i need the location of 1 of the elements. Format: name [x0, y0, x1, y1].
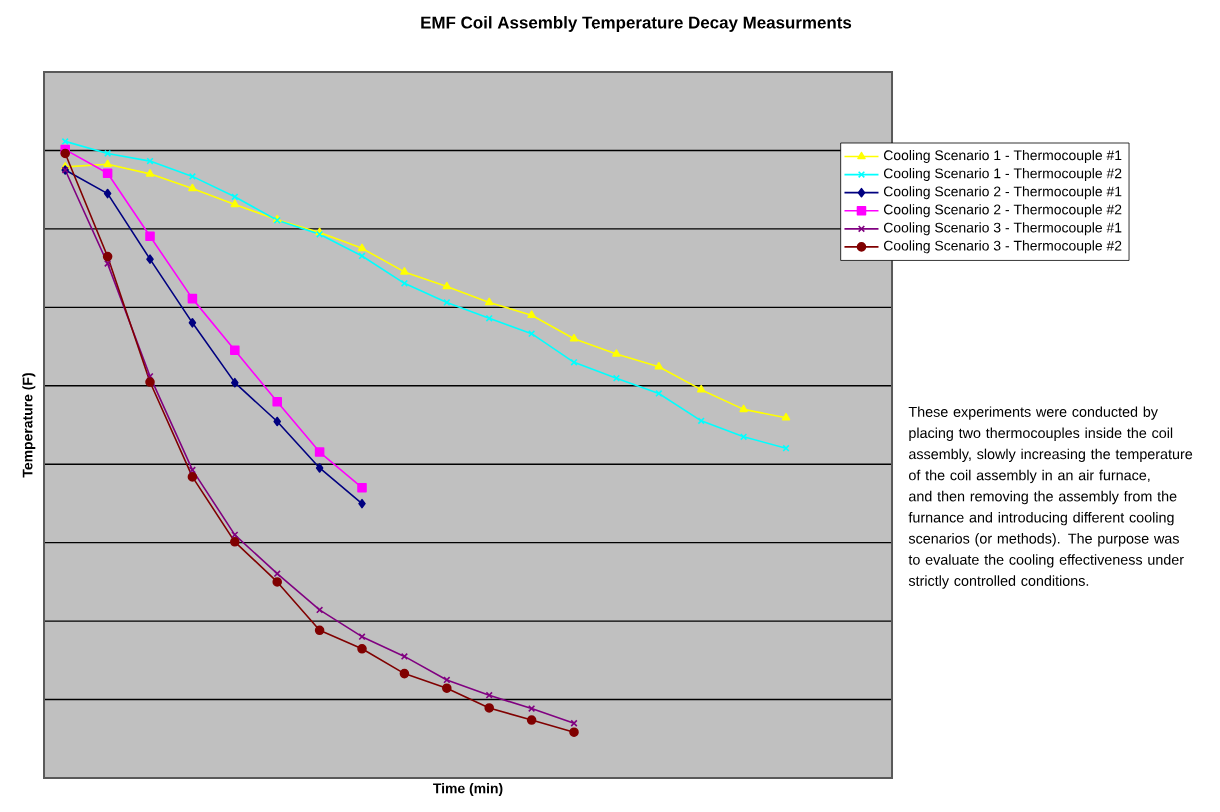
chart-title: EMF Coil Assembly Temperature Decay Measurments — [421, 16, 852, 32]
